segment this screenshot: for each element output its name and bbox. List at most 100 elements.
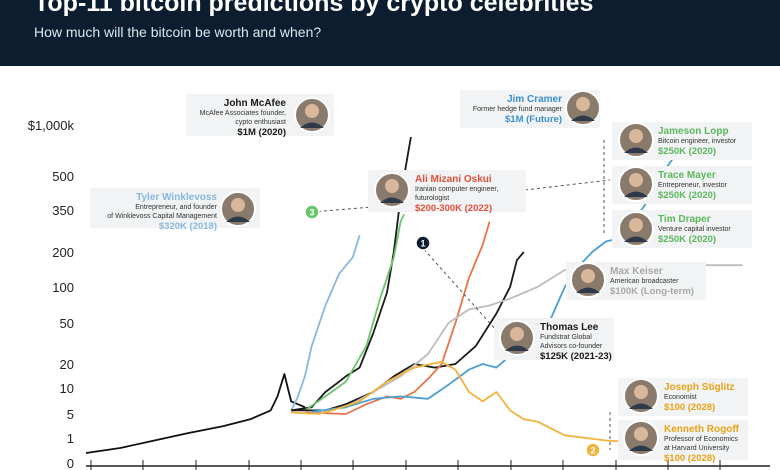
callout-value: $320K (2018) [159,221,217,232]
avatar-body [226,216,250,222]
callout-value: $1M (Future) [505,114,562,125]
avatar-face [385,179,399,193]
y-tick-label: 20 [60,357,74,372]
avatar-face [629,218,643,232]
series-line-8 [291,360,716,452]
callout-desc: Iranian computer engineer, [415,186,498,193]
callout-desc: Entrepreneur, and founder [135,204,217,211]
callout-box [186,94,334,136]
marker-2 [585,442,601,458]
callout-desc: American broadcaster [610,278,679,285]
avatar-face [634,427,648,441]
avatar-face [231,198,245,212]
avatar-body [624,147,648,153]
callout-box [90,188,260,228]
callout-name: Kenneth Rogoff [664,424,740,435]
callout-desc: Bitcoin engineer, investor [658,138,737,145]
y-tick-label: 350 [52,203,74,218]
callout-name: Tyler Winklevoss [136,192,217,203]
leader-line [419,244,497,331]
series-line-4 [291,251,525,412]
callout-value: $250K (2020) [658,190,716,201]
marker-label: 1 [420,239,425,249]
callout-desc: Fundstrat Global [540,334,592,341]
y-tick-label: 10 [60,381,74,396]
callout-desc: Former hedge fund manager [473,106,563,113]
callout-desc: Venture capital investor [658,226,731,233]
callout-value: $1M (2020) [237,127,286,138]
callout-name: Joseph Stiglitz [664,382,735,393]
callout-desc: Advisors co-founder [540,343,603,350]
series-line-0 [85,373,306,454]
callout-name: John McAfee [224,98,287,109]
avatar-body [576,287,600,293]
avatar-body [380,197,404,203]
callout-name: Jameson Lopp [658,126,729,137]
avatar-body [624,191,648,197]
callout-desc: Entrepreneur, investor [658,182,728,189]
avatar-body [505,345,529,351]
callout-value: $200-300K (2022) [415,203,492,214]
avatar-body [629,445,653,451]
callout-value: $125K (2021-23) [540,351,612,362]
avatar-body [624,236,648,242]
avatar-body [629,403,653,409]
chart-subtitle: How much will the bitcoin be worth and w… [34,24,322,40]
callout-value: $250K (2020) [658,234,716,245]
avatar-face [576,97,590,111]
y-tick-label: 100 [52,280,74,295]
y-tick-label: 1 [67,431,74,446]
callout-name: Ali Mizani Oskui [415,174,492,185]
series-line-3 [304,214,405,412]
callout-desc: cypto enthusiast [235,119,286,126]
marker-3 [304,204,320,220]
callout-name: Trace Mayer [658,170,716,181]
y-tick-label: $1,000k [28,118,75,133]
marker-label: 2 [590,446,595,456]
y-tick-label: 500 [52,169,74,184]
series-line-5 [304,221,491,415]
callout-value: $100K (Long-term) [610,286,694,297]
callout-desc: of Winklevoss Capital Management [107,213,217,220]
callout-desc: Economist [664,394,697,401]
avatar-face [629,129,643,143]
callout-name: Thomas Lee [540,322,599,333]
callout-value: $100 (2028) [664,453,715,464]
callout-name: Jim Cramer [507,94,562,105]
callout-box [460,90,600,128]
callout-name: Max Keiser [610,266,663,277]
series-line-1 [290,235,361,411]
header-banner: Top-11 bitcoin predictions by crypto cel… [0,0,780,66]
callout-value: $250K (2020) [658,146,716,157]
avatar-body [571,115,595,121]
y-tick-label: 0 [67,456,74,470]
y-tick-label: 50 [60,316,74,331]
avatar-body [300,122,324,128]
callout-name: Tim Draper [658,214,711,225]
avatar-face [510,327,524,341]
avatar-face [634,385,648,399]
chart-title: Top-11 bitcoin predictions by crypto cel… [34,0,594,17]
callout-desc: Professor of Economics [664,436,738,443]
callout-desc: at Harvard University [664,445,730,452]
marker-1 [415,235,431,251]
y-tick-label: 200 [52,245,74,260]
callout-desc: McAfee Associates founder, [200,110,286,117]
leader-line [524,179,611,191]
marker-label: 3 [309,208,314,218]
callout-box [368,170,526,212]
callout-value: $100 (2028) [664,402,715,413]
avatar-face [305,104,319,118]
